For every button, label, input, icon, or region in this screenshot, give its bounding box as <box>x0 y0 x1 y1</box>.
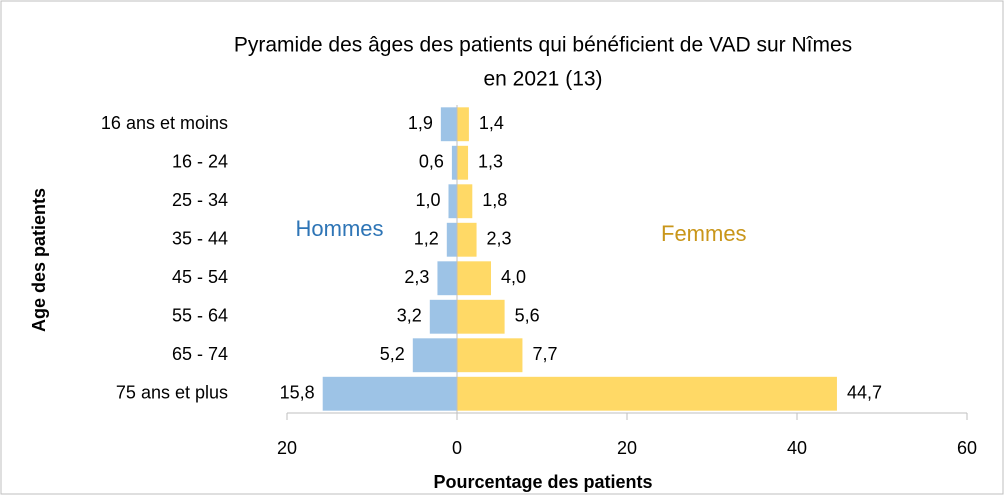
bar <box>457 107 469 142</box>
y-axis-title: Age des patients <box>29 188 49 332</box>
bar <box>412 338 457 373</box>
y-tick-label: 16 ans et moins <box>101 113 228 133</box>
bar <box>437 261 457 296</box>
legend-label: Femmes <box>661 221 747 246</box>
y-tick-label: 55 - 64 <box>172 306 228 326</box>
y-tick-label: 75 ans et plus <box>116 383 228 403</box>
bar <box>429 299 457 334</box>
data-label: 15,8 <box>280 383 315 403</box>
x-tick-label: 20 <box>617 438 637 458</box>
legend-label: Hommes <box>296 216 384 241</box>
y-tick-label: 45 - 54 <box>172 267 228 287</box>
x-tick-label: 40 <box>787 438 807 458</box>
bar <box>446 222 457 257</box>
chart-title: en 2021 (13) <box>483 68 602 91</box>
chart-title: Pyramide des âges des patients qui bénéf… <box>234 34 852 57</box>
bar <box>451 145 457 180</box>
bar <box>448 184 457 219</box>
data-label: 1,9 <box>408 113 433 133</box>
bar <box>457 222 477 257</box>
x-tick-label: 20 <box>277 438 297 458</box>
data-label: 2,3 <box>487 229 512 249</box>
bar <box>457 376 837 411</box>
bar <box>457 299 505 334</box>
data-label: 5,2 <box>380 344 405 364</box>
bar <box>322 376 457 411</box>
data-label: 3,2 <box>397 306 422 326</box>
y-tick-label: 65 - 74 <box>172 344 228 364</box>
x-axis-title: Pourcentage des patients <box>433 472 652 492</box>
x-tick-label: 0 <box>452 438 462 458</box>
data-label: 1,2 <box>414 229 439 249</box>
data-label: 1,3 <box>478 152 503 172</box>
x-tick-label: 60 <box>957 438 977 458</box>
data-label: 7,7 <box>532 344 557 364</box>
data-label: 2,3 <box>404 267 429 287</box>
data-label: 5,6 <box>515 306 540 326</box>
data-label: 44,7 <box>847 383 882 403</box>
y-tick-label: 16 - 24 <box>172 152 228 172</box>
bar <box>457 261 491 296</box>
data-label: 1,8 <box>482 190 507 210</box>
y-tick-label: 35 - 44 <box>172 229 228 249</box>
bar <box>457 145 469 180</box>
data-label: 0,6 <box>419 152 444 172</box>
data-label: 4,0 <box>501 267 526 287</box>
y-tick-label: 25 - 34 <box>172 190 228 210</box>
data-label: 1,4 <box>479 113 504 133</box>
bar <box>457 338 523 373</box>
bar <box>440 107 457 142</box>
bar <box>457 184 473 219</box>
data-label: 1,0 <box>415 190 440 210</box>
